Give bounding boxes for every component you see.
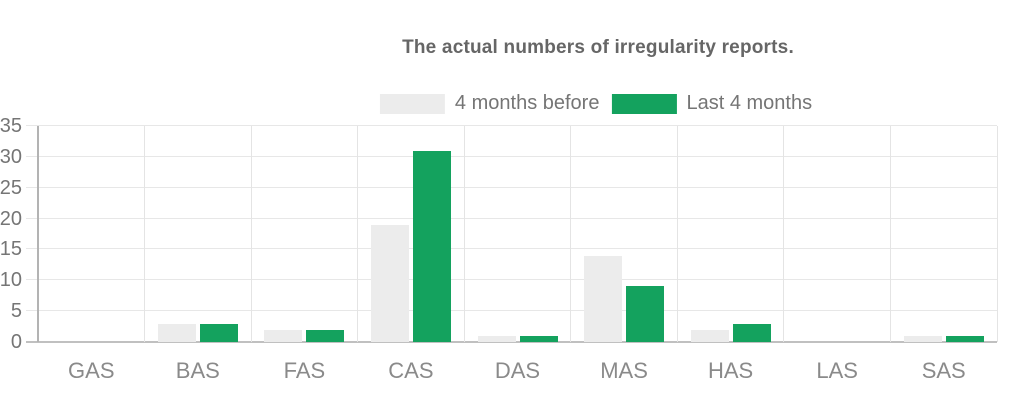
bar-das-series-1: [477, 335, 516, 342]
bar-has-series-1: [690, 329, 729, 342]
x-axis-category-label: FAS: [283, 358, 326, 383]
bar-sas-series-1: [903, 335, 942, 342]
plot-area: 0 5 10 15 20 25 30 35 GAS BAS FAS CAS DAS MAS HAS LAS SA…: [0, 115, 998, 383]
x-axis-category-label: DAS: [494, 358, 541, 383]
x-axis-baseline: [26, 341, 997, 343]
y-axis-tick-label: 5: [10, 300, 22, 323]
chart-legend: 4 months before Last 4 months: [374, 92, 818, 115]
legend-item: Last 4 months: [611, 92, 812, 115]
legend-swatch-icon: [379, 93, 445, 114]
legend-label: 4 months before: [454, 92, 600, 114]
x-gridline: [783, 126, 785, 342]
x-gridline: [250, 126, 252, 342]
chart-title: The actual numbers of irregularity repor…: [402, 37, 794, 58]
y-axis-tick-label: 35: [0, 115, 22, 137]
legend-swatch-icon: [611, 93, 677, 114]
bar-bas-series-2: [199, 323, 238, 342]
bar-cas-series-1: [370, 224, 409, 342]
y-axis-tick-label: 20: [0, 207, 22, 230]
x-axis-category-label: BAS: [175, 358, 220, 383]
y-axis-tick-label: 0: [10, 331, 22, 353]
y-axis-line: [37, 126, 39, 342]
bar-mas-series-2: [626, 286, 665, 342]
x-gridline: [996, 126, 998, 342]
bar-das-series-2: [519, 335, 558, 342]
x-gridline: [144, 126, 146, 342]
x-gridline: [889, 126, 891, 342]
y-gridline: [26, 217, 997, 219]
x-axis-category-label: HAS: [707, 358, 754, 383]
y-gridline: [26, 125, 997, 126]
x-gridline: [463, 126, 465, 342]
x-axis-category-label: SAS: [921, 358, 966, 383]
x-gridline: [676, 126, 678, 342]
x-axis-category-label: LAS: [816, 358, 858, 383]
y-axis-tick-label: 10: [0, 269, 22, 292]
bar-sas-series-2: [945, 335, 984, 342]
bar-fas-series-1: [264, 329, 303, 342]
x-axis-category-label: CAS: [388, 358, 434, 383]
y-gridline: [26, 310, 997, 312]
y-axis-tick-label: 30: [0, 145, 22, 168]
y-gridline: [26, 155, 997, 157]
legend-label: Last 4 months: [686, 92, 813, 114]
bar-mas-series-1: [584, 255, 623, 342]
bar-fas-series-2: [306, 329, 345, 342]
y-gridline: [26, 279, 997, 281]
x-gridline: [357, 126, 359, 342]
legend-item: 4 months before: [379, 92, 600, 115]
x-axis-category-label: GAS: [68, 358, 115, 383]
y-gridline: [26, 248, 997, 250]
bar-cas-series-2: [412, 150, 451, 342]
y-gridline: [26, 186, 997, 188]
x-axis-category-label: MAS: [600, 358, 648, 383]
y-axis-tick-label: 25: [0, 176, 22, 199]
x-gridline: [570, 126, 572, 342]
bar-bas-series-1: [157, 323, 196, 342]
y-axis-tick-label: 15: [0, 238, 22, 261]
bar-has-series-2: [732, 323, 771, 342]
